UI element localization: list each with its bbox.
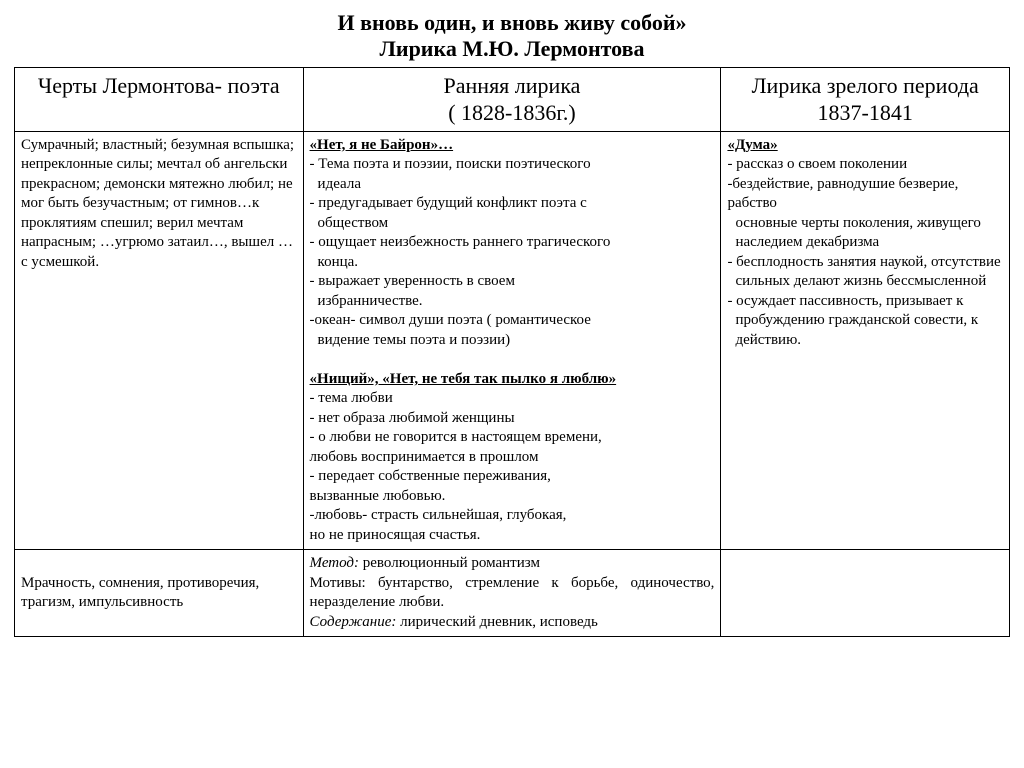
cell-chertry: Сумрачный; властный; безумная вспышка; н… [15, 131, 304, 550]
early-q1: - тема любви [310, 390, 393, 406]
motives-text: Мотивы: бунтарство, стремление к борьбе,… [310, 575, 715, 611]
cell-empty [721, 550, 1010, 637]
header-col1: Черты Лермонтова- поэта [15, 67, 304, 131]
early-q5b: но не приносящая счастья. [310, 527, 481, 543]
page-title: И вновь один, и вновь живу собой» Лирика… [14, 10, 1010, 63]
table-header-row: Черты Лермонтова- поэта Ранняя лирика ( … [15, 67, 1010, 131]
early-p3: - ощущает неизбежность раннего трагическ… [310, 234, 611, 250]
early-q5: -любовь- страсть сильнейшая, глубокая, [310, 507, 567, 523]
early-p2b: обществом [310, 214, 715, 234]
cell-method: Метод: революционный романтизм Мотивы: б… [303, 550, 721, 637]
early-h2: «Нищий», «Нет, не тебя так пылко я люблю… [310, 371, 617, 387]
early-p2: - предугадывает будущий конфликт поэта с [310, 195, 587, 211]
content-text: лирический дневник, исповедь [396, 614, 598, 630]
header-col3-l1: Лирика зрелого периода [752, 73, 979, 98]
title-line-2: Лирика М.Ю. Лермонтова [14, 36, 1010, 62]
method-text: революционный романтизм [359, 555, 540, 571]
early-p5: -океан- символ души поэта ( романтическо… [310, 312, 591, 328]
mature-p4c: действию. [727, 331, 1003, 351]
cell-early: «Нет, я не Байрон»… - Тема поэта и поэзи… [303, 131, 721, 550]
mature-p3b: сильных делают жизнь бессмысленной [727, 272, 1003, 292]
mature-p1: - рассказ о своем поколении [727, 156, 907, 172]
cell-mature: «Дума» - рассказ о своем поколении -безд… [721, 131, 1010, 550]
early-q4: - передает собственные переживания, [310, 468, 551, 484]
comparison-table: Черты Лермонтова- поэта Ранняя лирика ( … [14, 67, 1010, 638]
title-line-1: И вновь один, и вновь живу собой» [14, 10, 1010, 36]
table-row: Мрачность, сомнения, противоречия, траги… [15, 550, 1010, 637]
cell-summary-traits: Мрачность, сомнения, противоречия, траги… [15, 550, 304, 637]
mature-p4: - осуждает пассивность, призывает к [727, 293, 963, 309]
early-q4b: вызванные любовью. [310, 488, 446, 504]
early-p4b: избранничестве. [310, 292, 715, 312]
method-label: Метод: [310, 555, 359, 571]
summary-traits-text: Мрачность, сомнения, противоречия, траги… [21, 575, 259, 611]
early-p5b: видение темы поэта и поэзии) [310, 331, 715, 351]
mature-p3: - бесплодность занятия наукой, отсутстви… [727, 254, 1000, 270]
content-label: Содержание: [310, 614, 397, 630]
early-p3b: конца. [310, 253, 715, 273]
header-col2-l1: Ранняя лирика [444, 73, 581, 98]
mature-p2c: наследием декабризма [727, 233, 1003, 253]
mature-p2: -бездействие, равнодушие безверие, рабст… [727, 176, 958, 212]
early-p1: - Тема поэта и поэзии, поиски поэтическо… [310, 156, 591, 172]
header-col2-l2: ( 1828-1836г.) [448, 100, 576, 125]
early-q2: - нет образа любимой женщины [310, 410, 515, 426]
table-row: Сумрачный; властный; безумная вспышка; н… [15, 131, 1010, 550]
early-h1: «Нет, я не Байрон»… [310, 137, 454, 153]
early-q3: - о любви не говорится в настоящем време… [310, 429, 602, 445]
early-q3b: любовь воспринимается в прошлом [310, 449, 539, 465]
early-p1b: идеала [310, 175, 715, 195]
header-col3-l2: 1837-1841 [818, 100, 913, 125]
early-p4: - выражает уверенность в своем [310, 273, 515, 289]
header-col2: Ранняя лирика ( 1828-1836г.) [303, 67, 721, 131]
header-col3: Лирика зрелого периода 1837-1841 [721, 67, 1010, 131]
mature-p4b: пробуждению гражданской совести, к [727, 311, 1003, 331]
mature-p2b: основные черты поколения, живущего [727, 214, 1003, 234]
mature-h1: «Дума» [727, 137, 777, 153]
traits-text: Сумрачный; властный; безумная вспышка; н… [21, 137, 294, 270]
